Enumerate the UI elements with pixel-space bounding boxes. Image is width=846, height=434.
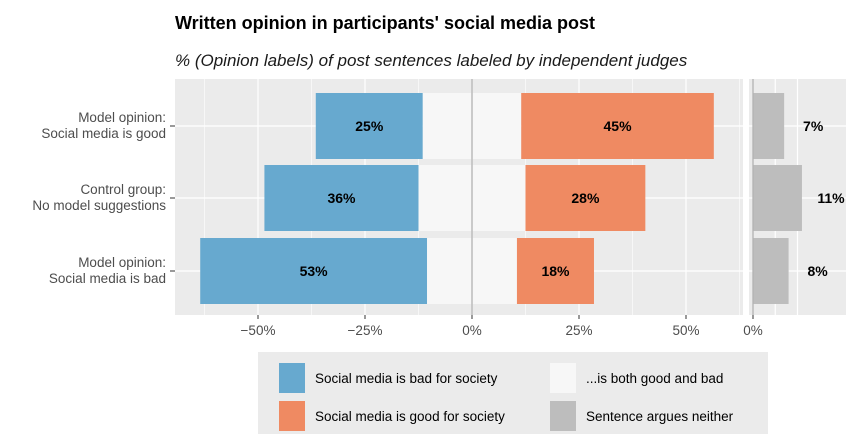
legend-label-both: ...is both good and bad [586, 371, 723, 386]
bar-good [525, 165, 646, 231]
data-label-good: 28% [571, 190, 600, 206]
chart-subtitle: % (Opinion labels) of post sentences lab… [175, 51, 688, 70]
legend-key-neither [550, 401, 576, 431]
legend-label-neither: Sentence argues neither [586, 409, 734, 424]
bar-good [521, 93, 714, 159]
x-tick-label: −50% [241, 323, 276, 338]
bar-bad [264, 165, 419, 231]
category-labels: Model opinion:Social media is goodContro… [32, 110, 175, 286]
data-label-good: 45% [604, 118, 633, 134]
data-label-bad: 25% [355, 118, 384, 134]
bar-neither [753, 238, 789, 304]
x-tick-label: 50% [672, 323, 699, 338]
category-label-line2: No model suggestions [32, 198, 166, 213]
legend-key-good [279, 401, 305, 431]
category-label-line2: Social media is bad [49, 271, 166, 286]
bar-labels: 25% 45% 7% 36% 28% 11% 53% 18% 8% [300, 118, 846, 279]
data-label-neither: 11% [817, 190, 845, 206]
legend-key-both [550, 363, 576, 393]
bars [200, 79, 802, 315]
legend-label-bad: Social media is bad for society [315, 371, 498, 386]
x-tick-label: −25% [348, 323, 383, 338]
data-label-bad: 53% [300, 263, 329, 279]
bar-bad [200, 238, 428, 304]
bar-neither [753, 93, 785, 159]
data-label-neither: 8% [807, 263, 828, 279]
category-label-line2: Social media is good [41, 126, 166, 141]
bar-neither [753, 165, 802, 231]
legend-background [258, 352, 768, 434]
x-tick-label: 25% [565, 323, 592, 338]
data-label-neither: 7% [803, 118, 824, 134]
data-label-bad: 36% [327, 190, 356, 206]
bar-good [516, 238, 594, 304]
chart-title: Written opinion in participants' social … [175, 13, 595, 33]
x-tick-label: 0% [462, 323, 482, 338]
legend-label-good: Social media is good for society [315, 409, 505, 424]
x-axis: −50% −25% 0% 25% 50% 0% [241, 315, 763, 338]
data-label-good: 18% [541, 263, 570, 279]
neither-x-tick-label: 0% [743, 323, 763, 338]
category-label-line1: Model opinion: [78, 255, 166, 270]
category-label-line1: Model opinion: [78, 110, 166, 125]
legend: Social media is bad for society ...is bo… [258, 352, 768, 434]
category-label-line1: Control group: [80, 182, 166, 197]
legend-key-bad [279, 363, 305, 393]
bar-bad [315, 93, 423, 159]
